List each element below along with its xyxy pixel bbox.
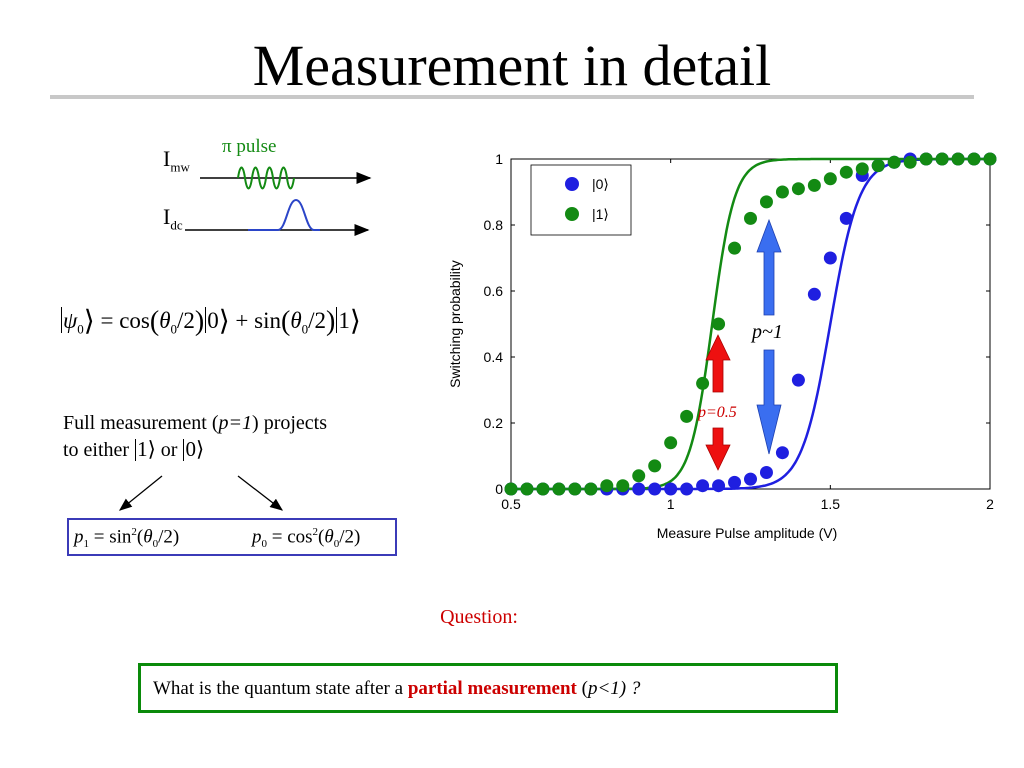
x-tick-label: 1.5 (821, 496, 841, 512)
pi-pulse-waveform (237, 166, 295, 190)
data-point-series-1 (855, 162, 869, 176)
data-point-series-1 (600, 479, 614, 493)
annotation-p-half: p=0.5 (697, 404, 737, 421)
data-point-series-1 (823, 172, 837, 186)
data-point-series-1 (536, 482, 550, 496)
data-point-series-0 (680, 482, 694, 496)
state-equation: ψ0⟩ = cos(θ0/2) 0⟩ + sin(θ0/2) 1⟩ (61, 306, 361, 337)
data-point-series-0 (632, 482, 646, 496)
branch-arrows (118, 475, 284, 511)
data-point-series-1 (568, 482, 582, 496)
red-double-arrow (705, 334, 731, 471)
data-point-series-1 (744, 211, 757, 225)
data-point-series-0 (664, 482, 678, 496)
data-point-series-1 (728, 241, 742, 255)
x-axis-label: Measure Pulse amplitude (V) (657, 525, 838, 541)
y-tick-label: 0.4 (484, 349, 504, 365)
data-point-series-1 (552, 482, 566, 496)
full-measurement-text: Full measurement (p=1) projects to eithe… (63, 412, 328, 461)
data-point-series-1 (887, 155, 901, 169)
data-point-series-1 (584, 482, 598, 496)
data-point-series-1 (951, 152, 965, 166)
y-tick-label: 1 (495, 151, 503, 167)
data-point-series-1 (903, 155, 917, 169)
data-point-series-0 (759, 466, 773, 479)
y-tick-label: 0.2 (484, 415, 504, 431)
data-point-series-1 (759, 195, 773, 209)
data-point-series-0 (791, 373, 805, 387)
data-point-series-0 (807, 287, 821, 301)
data-point-series-1 (967, 152, 981, 166)
data-point-series-0 (728, 475, 742, 489)
data-point-series-1 (648, 459, 662, 473)
legend-marker-1 (565, 207, 579, 221)
data-point-series-1 (919, 152, 933, 166)
data-point-series-1 (664, 436, 678, 450)
data-point-series-0 (775, 446, 789, 460)
data-point-series-0 (744, 472, 757, 486)
data-point-series-1 (983, 152, 997, 166)
x-tick-label: 0.5 (501, 496, 521, 512)
p1-equation: p1 = sin2(θ0/2) (74, 526, 180, 551)
dc-pulse-shape (248, 198, 320, 231)
data-point-series-1 (504, 482, 518, 496)
data-point-series-1 (680, 409, 694, 423)
slide-title: Measurement in detail (252, 33, 772, 98)
partial-measurement-highlight: partial measurement (407, 678, 577, 699)
p0-equation: p0 = cos2(θ0/2) (252, 526, 361, 551)
probability-box (67, 518, 397, 556)
switching-chart: 0.5 1 1.5 2 0 0.2 0.4 0.6 0.8 1 |0⟩ |1⟩ p=0.5 p~1… (447, 151, 997, 541)
data-point-series-0 (696, 479, 710, 493)
data-point-series-0 (839, 211, 853, 225)
data-point-series-1 (616, 479, 630, 493)
data-point-series-1 (520, 482, 534, 496)
data-point-series-1 (775, 185, 789, 199)
data-point-series-0 (712, 479, 726, 493)
x-tick-label: 1 (667, 496, 675, 512)
data-point-series-0 (648, 482, 662, 496)
chart-legend: |0⟩ |1⟩ (530, 164, 632, 236)
y-tick-label: 0.6 (484, 283, 504, 299)
question-label: Question: (440, 606, 518, 628)
legend-label-0: |0⟩ (592, 176, 609, 192)
x-tick-label: 2 (986, 496, 994, 512)
legend-label-1: |1⟩ (592, 206, 609, 222)
data-point-series-1 (807, 178, 821, 192)
data-point-series-1 (696, 376, 710, 390)
i-mw-label: Imw (163, 146, 190, 175)
data-point-series-1 (632, 469, 646, 483)
data-point-series-0 (823, 251, 837, 265)
data-point-series-1 (935, 152, 949, 166)
legend-box (530, 164, 632, 236)
data-point-series-1 (791, 182, 805, 196)
pulse-label: π pulse (222, 136, 277, 157)
question-box: What is the quantum state after a partia… (138, 663, 838, 713)
data-point-series-1 (871, 159, 885, 173)
title-divider (50, 95, 974, 99)
y-axis-label: Switching probability (447, 260, 463, 388)
pulse-diagram (185, 166, 372, 236)
i-dc-label: Idc (163, 204, 183, 233)
legend-marker-0 (565, 177, 579, 191)
y-tick-label: 0 (495, 481, 503, 497)
data-point-series-1 (839, 165, 853, 179)
y-tick-label: 0.8 (484, 217, 504, 233)
annotation-p-one: p~1 (750, 321, 783, 343)
data-point-series-1 (712, 317, 726, 331)
blue-double-arrow (756, 218, 782, 455)
